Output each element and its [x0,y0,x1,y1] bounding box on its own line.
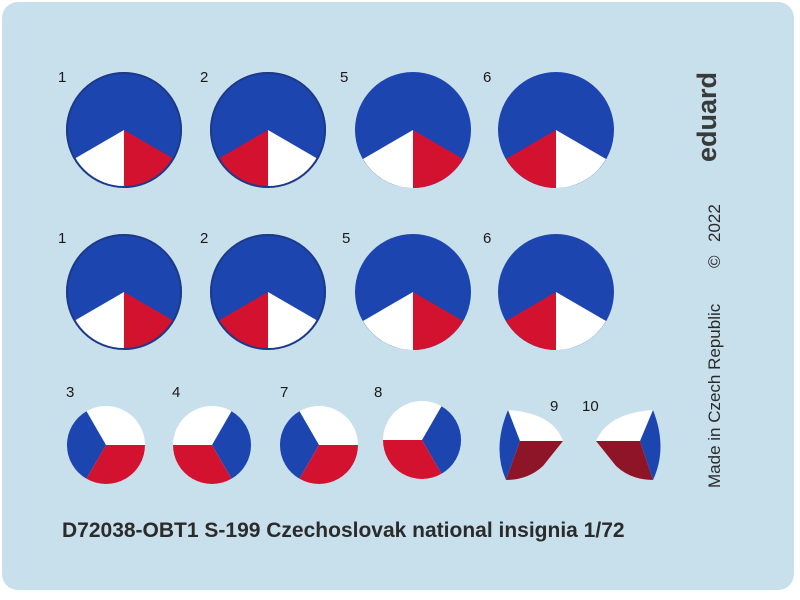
insignia-number-7: 7 [280,384,288,401]
insignia-number-5-top: 5 [340,69,348,86]
made-in-label: Made in Czech Republic [705,303,724,488]
copyright-year: 2022 [705,204,724,242]
insignia-6-top [498,72,614,188]
insignia-number-1-top: 1 [58,69,66,86]
insignia-4 [173,406,252,485]
insignia-8 [383,401,462,480]
insignia-9 [499,410,563,480]
insignia-number-6-top: 6 [483,69,491,86]
insignia-number-6-middle: 6 [483,230,491,247]
insignia-number-3: 3 [66,384,74,401]
insignia-number-2-middle: 2 [200,230,208,247]
insignia-number-5-middle: 5 [342,230,350,247]
insignia-number-4: 4 [172,384,180,401]
insignia-1-top [66,72,182,188]
insignia-5-top [355,72,471,188]
insignia-6-middle [498,234,614,350]
sheet-title: D72038-OBT1 S-199 Czechoslovak national … [62,519,625,542]
copyright-icon: © [705,255,724,268]
insignia-7 [279,406,358,485]
insignia-number-2-top: 2 [200,69,208,86]
insignia-10 [596,410,661,480]
insignia-2-middle [210,234,326,350]
insignia-1-middle [66,234,182,350]
insignia-5-middle [355,234,471,350]
insignia-number-9: 9 [550,398,558,415]
insignia-2-top [210,72,326,188]
insignia-number-1-middle: 1 [58,230,66,247]
insignia-number-10: 10 [582,398,599,415]
brand-logo-text: eduard [692,72,722,162]
insignia-number-8: 8 [374,384,382,401]
insignia-3 [66,406,145,485]
